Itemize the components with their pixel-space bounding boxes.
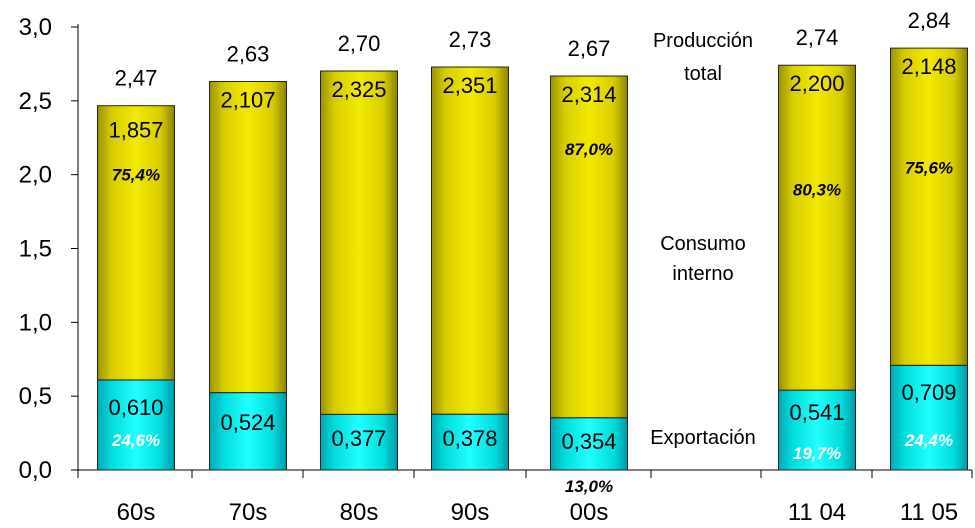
- category-label: 80s: [340, 499, 379, 526]
- bar-internal: [209, 80, 287, 394]
- export-value-label: 0,610: [108, 395, 163, 420]
- annotation-export: Exportación: [650, 427, 756, 449]
- bar-export: [778, 389, 856, 471]
- y-tick-label: 2,5: [19, 88, 52, 115]
- annotation-production-total: Producción: [653, 30, 753, 52]
- bar-internal: [97, 105, 175, 381]
- bar-internal: [890, 47, 968, 366]
- y-tick-label: 1,5: [19, 236, 52, 263]
- internal-value-label: 2,148: [901, 54, 956, 79]
- total-label: 2,73: [449, 27, 492, 52]
- category-label: 11 04: [788, 499, 846, 526]
- category-label: 00s: [570, 499, 609, 526]
- annotations: Producción total Consumo interno Exportación: [650, 30, 756, 449]
- export-value-label: 0,524: [220, 410, 275, 435]
- export-percent-label: 13,0%: [565, 477, 613, 496]
- bar-export: [97, 379, 175, 471]
- internal-value-label: 2,351: [442, 73, 497, 98]
- y-tick-label: 0,5: [19, 383, 52, 410]
- y-tick-label: 3,0: [19, 14, 52, 41]
- annotation-internal-consumption: Consumo: [660, 233, 746, 255]
- labels: 60s 2,47 1,857 75,4% 0,610 24,6% 70s 2,63 2,107 0…: [108, 8, 958, 526]
- export-value-label: 0,377: [331, 426, 386, 451]
- export-percent-label: 24,6%: [111, 431, 160, 450]
- internal-percent-label: 75,6%: [905, 158, 953, 177]
- category-label: 70s: [229, 499, 268, 526]
- category-label: 11 05: [900, 499, 958, 526]
- export-value-label: 0,354: [561, 429, 616, 454]
- y-tick-label: 0,0: [19, 457, 52, 484]
- category-label: 60s: [117, 499, 156, 526]
- bar-export: [550, 417, 628, 471]
- total-label: 2,63: [227, 41, 270, 66]
- export-value-label: 0,709: [901, 380, 956, 405]
- internal-value-label: 1,857: [108, 118, 163, 143]
- internal-value-label: 2,325: [331, 77, 386, 102]
- axes: 0,0 0,5 1,0 1,5 2,0 2,5 3,0: [19, 14, 973, 484]
- export-percent-label: 19,7%: [793, 444, 841, 463]
- bar-internal: [550, 75, 628, 419]
- bars: [97, 47, 968, 471]
- y-tick-label: 2,0: [19, 162, 52, 189]
- export-percent-label: 24,4%: [904, 431, 953, 450]
- internal-percent-label: 80,3%: [793, 180, 841, 199]
- bar-internal: [320, 70, 398, 415]
- y-tick-label: 1,0: [19, 309, 52, 336]
- total-label: 2,74: [796, 25, 839, 50]
- internal-value-label: 2,314: [561, 82, 616, 107]
- total-label: 2,70: [338, 31, 381, 56]
- annotation-internal-consumption: interno: [672, 263, 733, 285]
- internal-value-label: 2,200: [789, 71, 844, 96]
- bar-internal: [778, 64, 856, 391]
- annotation-production-total: total: [684, 63, 722, 85]
- bar-internal: [431, 66, 509, 415]
- category-label: 90s: [451, 499, 490, 526]
- internal-value-label: 2,107: [220, 87, 275, 112]
- total-label: 2,67: [568, 36, 611, 61]
- internal-percent-label: 87,0%: [565, 140, 613, 159]
- export-value-label: 0,378: [442, 426, 497, 451]
- internal-percent-label: 75,4%: [112, 166, 160, 185]
- export-value-label: 0,541: [789, 400, 844, 425]
- total-label: 2,47: [115, 66, 158, 91]
- total-label: 2,84: [908, 8, 951, 33]
- bar-export: [431, 413, 509, 471]
- bar-export: [209, 392, 287, 471]
